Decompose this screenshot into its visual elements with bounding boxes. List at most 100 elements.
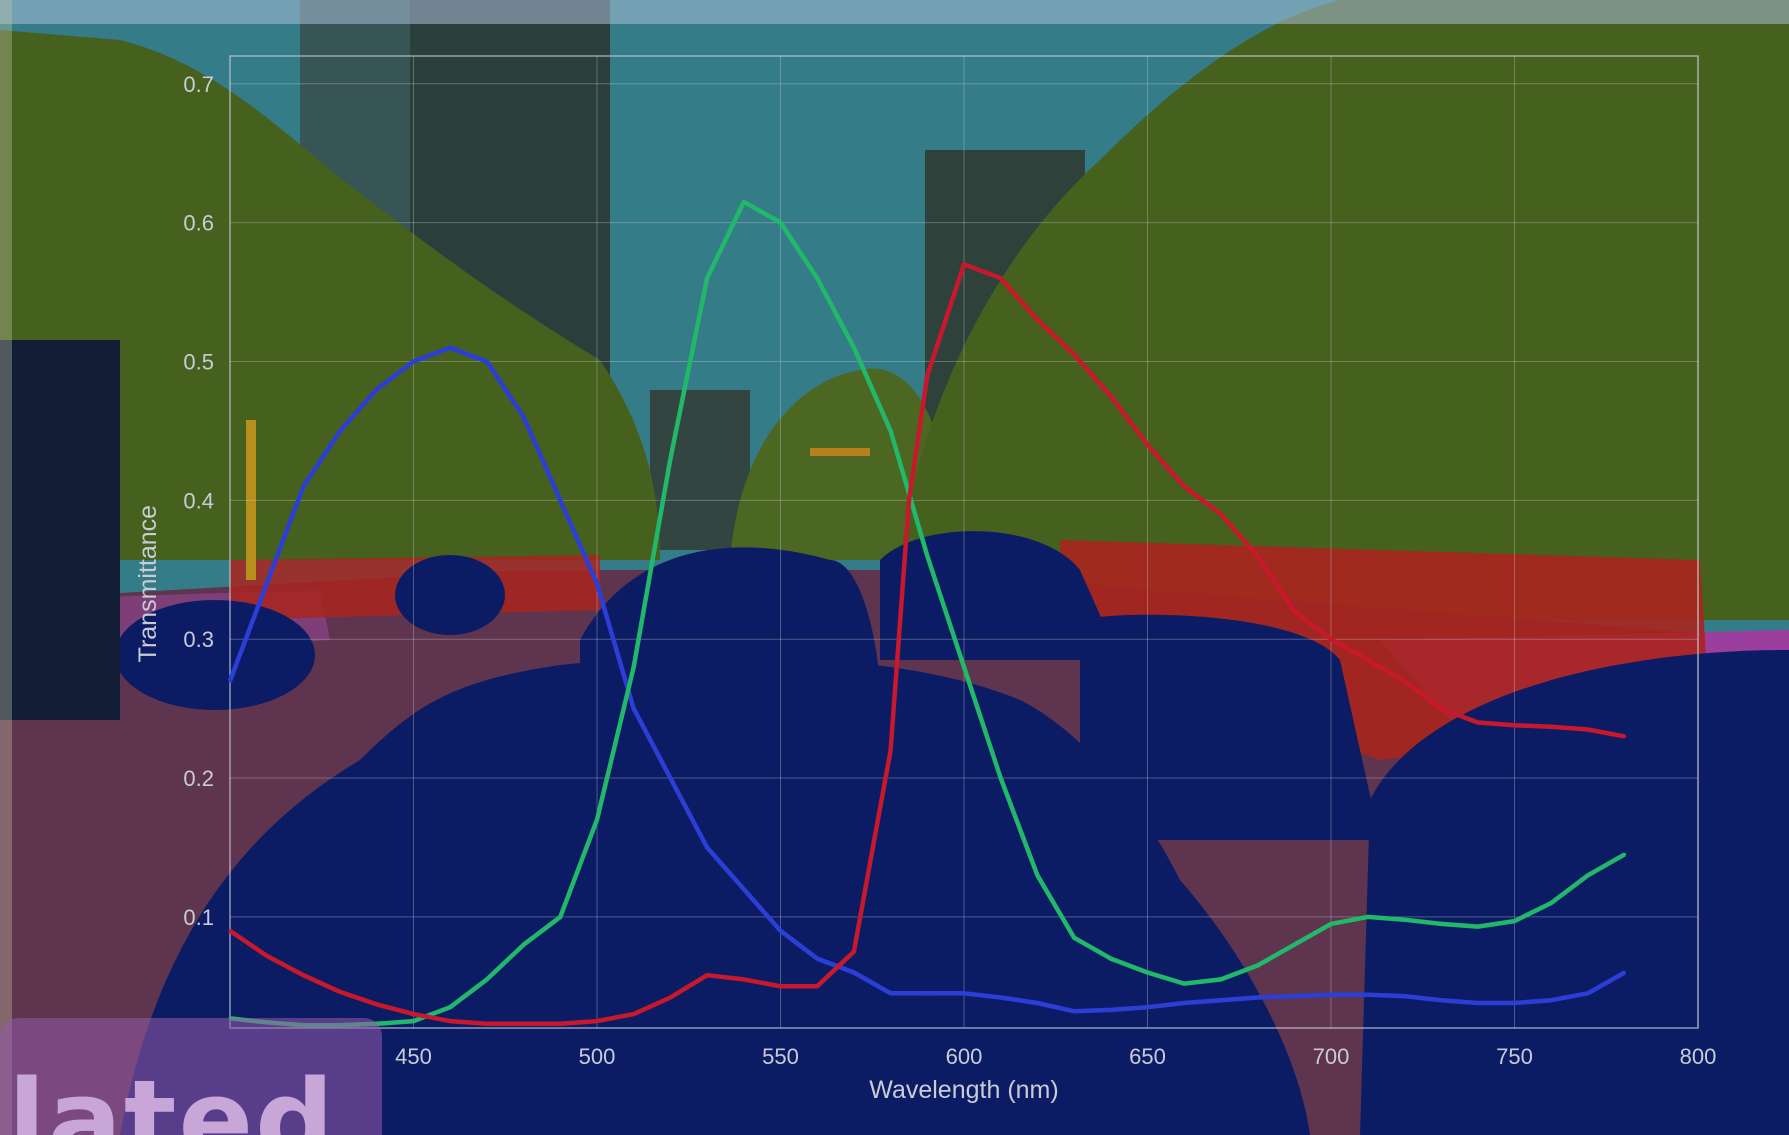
series-2-point [852, 346, 856, 350]
series-3-point [1476, 721, 1480, 725]
y-tick-label: 0.4 [183, 488, 214, 513]
series-3-point [815, 984, 819, 988]
series-3-point [1513, 723, 1516, 727]
series-2-point [1623, 852, 1627, 856]
series-3-point [485, 1022, 489, 1026]
series-1-point [1476, 1001, 1480, 1005]
series-3-point [907, 498, 911, 502]
series-3-point [1292, 609, 1296, 613]
series-1-point [1182, 1001, 1186, 1005]
series-3-point [228, 929, 232, 933]
series-1-point [448, 346, 452, 350]
plot-frame [229, 55, 1699, 1029]
series-3-point [1256, 554, 1260, 558]
x-tick-label: 750 [1496, 1044, 1533, 1069]
series-3-point [889, 748, 893, 752]
series-2-point [595, 818, 599, 822]
series-1-point [1402, 994, 1406, 998]
series-1-point [1256, 995, 1260, 999]
series-1-point [338, 429, 342, 433]
series-3-point [999, 276, 1003, 280]
series-3-point [1035, 318, 1039, 322]
series-1-point [1219, 998, 1223, 1002]
series-2-point [889, 429, 893, 433]
series-3-point [705, 973, 709, 977]
trees-left [0, 30, 660, 560]
series-3-point [632, 1012, 636, 1016]
series-3-point [448, 1019, 452, 1023]
series-2-point [1586, 873, 1590, 877]
traffic-sign-pole [246, 420, 256, 580]
series-2-point [1072, 936, 1076, 940]
series-2-point [1109, 957, 1113, 961]
series-1-point [705, 845, 709, 849]
series-3-point [412, 1012, 415, 1016]
series-2-point [522, 943, 526, 947]
series-3-point [962, 262, 966, 266]
series-3-point [1072, 353, 1076, 357]
series-1-point [1623, 970, 1627, 974]
series-1-point [265, 582, 269, 586]
series-2-point [632, 665, 636, 669]
series-1-point [742, 887, 746, 891]
series-3-point [1439, 707, 1443, 711]
series-2-point [1256, 964, 1260, 968]
series-2-point [1439, 922, 1443, 926]
series-1-point [1549, 998, 1553, 1002]
series-1-point [1439, 998, 1443, 1002]
series-1-point [815, 957, 819, 961]
series-2-point [779, 221, 782, 225]
left-frame-strip [0, 0, 12, 1135]
caption-badge: lated [0, 1018, 382, 1135]
series-2-point [962, 665, 966, 669]
x-tick-label: 650 [1129, 1044, 1166, 1069]
series-lines [227, 199, 1627, 1028]
grid-lines [230, 56, 1699, 1028]
y-tick-label: 0.5 [183, 349, 214, 374]
series-3-point [852, 950, 856, 954]
series-1-point [1329, 993, 1333, 997]
series-2-point [1035, 873, 1039, 877]
series-1-point [999, 995, 1003, 999]
series-2-point [1182, 982, 1186, 986]
series-2-point [1329, 922, 1333, 926]
series-2-point [999, 776, 1003, 780]
series-1-point [1146, 1005, 1149, 1009]
series-2-point [1219, 977, 1223, 981]
series-1-point [962, 991, 966, 995]
top-frame-strip [0, 0, 1789, 24]
series-1-point [301, 484, 305, 488]
truck-left [0, 340, 120, 720]
series-1-point [925, 991, 929, 995]
series-3-point [301, 973, 305, 977]
car-near-right [1360, 650, 1789, 1135]
series-1-point [852, 970, 856, 974]
series-3-point [668, 995, 672, 999]
series-2-point [1402, 918, 1406, 922]
series-2-point [925, 554, 929, 558]
series-1-point [522, 415, 526, 419]
series-3-point [265, 954, 269, 958]
y-tick-label: 0.3 [183, 627, 214, 652]
series-1-point [485, 359, 489, 363]
series-1-point [412, 359, 415, 363]
series-1-point [1586, 991, 1590, 995]
series-2-point [485, 977, 489, 981]
series-3-point [1219, 512, 1223, 516]
series-3-point [1586, 727, 1590, 731]
series-line-3 [228, 262, 1626, 1027]
series-1-point [1292, 994, 1296, 998]
series-1-point [632, 707, 636, 711]
trees-center [730, 368, 950, 560]
y-axis-label: Transmittance [134, 505, 162, 662]
series-3-point [375, 1002, 379, 1006]
traffic-light [810, 448, 870, 456]
y-tick-label: 0.6 [183, 211, 214, 236]
y-tick-label: 0.1 [183, 905, 214, 930]
x-tick-label: 700 [1313, 1044, 1350, 1069]
car-left [115, 600, 315, 710]
series-line-1 [227, 345, 1626, 1014]
tick-labels: 450 500 550 600 650 700 750 800 0.1 0.2 0.3 0.4 0.5 0… [183, 72, 1716, 1069]
series-3-point [558, 1022, 562, 1026]
